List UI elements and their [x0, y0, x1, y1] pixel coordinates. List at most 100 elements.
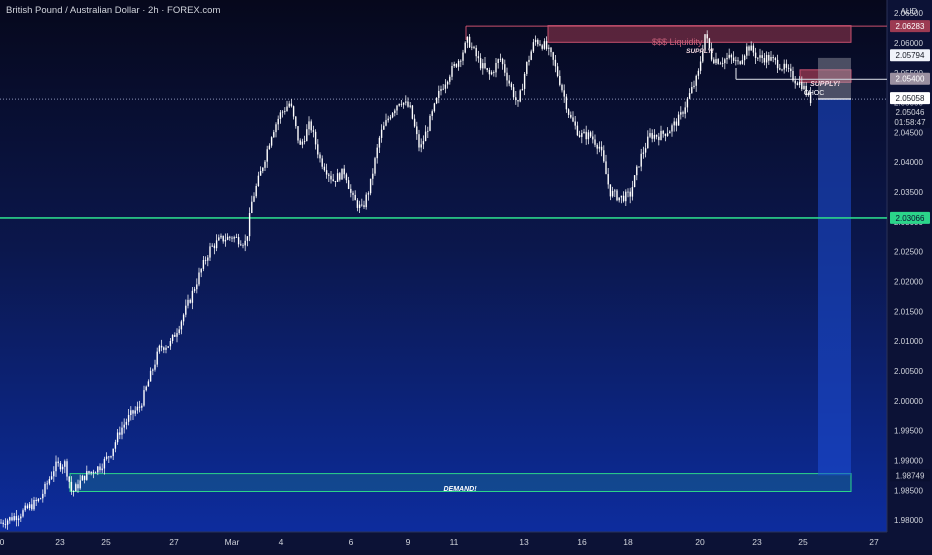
candle-body — [145, 386, 147, 391]
candle-body — [171, 334, 174, 341]
time-axis-panel[interactable] — [0, 532, 932, 550]
candle-body — [358, 204, 361, 208]
candle-body — [149, 370, 152, 382]
price-label: 2.06283 — [896, 22, 925, 31]
candle-body — [545, 41, 548, 49]
candle-body — [699, 61, 702, 71]
candle-body — [409, 105, 411, 107]
candle-body — [310, 121, 312, 131]
x-tick-label: 23 — [752, 537, 762, 547]
liquidity-label: $$$ Liquidity — [652, 37, 703, 47]
candle-body — [229, 236, 231, 238]
supply-label-small: SUPPLY! — [810, 81, 840, 88]
y-tick-label: 2.00000 — [894, 397, 923, 406]
candle-body — [457, 60, 460, 67]
candle-body — [482, 63, 484, 69]
candle-body — [312, 130, 315, 132]
candle-body — [341, 168, 343, 180]
candle-body — [50, 476, 53, 480]
candle-body — [213, 245, 216, 249]
candle-body — [750, 45, 752, 51]
candle-body — [424, 131, 427, 142]
candle-body — [530, 51, 532, 60]
candle-body — [798, 81, 801, 85]
candle-body — [506, 72, 508, 81]
price-axis-panel[interactable] — [887, 0, 932, 532]
candle-body — [743, 55, 746, 61]
candle-body — [807, 92, 810, 95]
candle-body — [218, 237, 220, 241]
demand-zone[interactable] — [69, 473, 852, 493]
candle-body — [704, 34, 706, 51]
y-tick-label: 1.98500 — [894, 486, 923, 495]
candle-body — [440, 89, 442, 91]
candle-body — [642, 152, 645, 154]
candle-body — [416, 126, 418, 135]
candle-body — [154, 364, 156, 370]
stop-loss-area[interactable] — [818, 57, 851, 100]
candle-body — [754, 52, 757, 58]
candle-body — [589, 132, 592, 137]
candle-body — [88, 471, 90, 473]
candles-layer — [0, 30, 812, 530]
candle-body — [112, 448, 114, 457]
candle-body — [20, 516, 22, 519]
candle-body — [737, 60, 739, 62]
candle-body — [792, 71, 794, 81]
candle-body — [675, 121, 678, 126]
candle-body — [611, 191, 614, 197]
candle-body — [308, 121, 310, 130]
candle-body — [695, 75, 697, 86]
candle-body — [37, 498, 40, 501]
candle-body — [666, 133, 669, 136]
candle-body — [708, 38, 711, 49]
candle-body — [196, 284, 198, 290]
short-target-box[interactable] — [818, 99, 851, 476]
candle-body — [22, 510, 24, 517]
candle-body — [554, 59, 557, 67]
price-label: 2.05058 — [896, 94, 925, 103]
candle-body — [6, 520, 9, 525]
candle-body — [801, 81, 803, 90]
axis-currency[interactable]: AUD — [901, 7, 918, 16]
candle-body — [559, 76, 561, 85]
candle-body — [422, 141, 425, 145]
candle-body — [246, 236, 249, 241]
candle-body — [383, 125, 385, 130]
candle-body — [224, 239, 227, 242]
candle-body — [46, 483, 48, 485]
candle-body — [435, 97, 438, 104]
candle-body — [658, 136, 660, 141]
candle-body — [110, 456, 112, 458]
candle-body — [394, 110, 396, 114]
candle-body — [567, 109, 570, 115]
candle-body — [618, 197, 620, 201]
candle-body — [598, 146, 601, 149]
candle-body — [143, 390, 145, 406]
candle-body — [398, 103, 400, 106]
candle-body — [44, 483, 46, 494]
candle-body — [429, 115, 431, 131]
candle-body — [427, 130, 429, 132]
candle-body — [442, 88, 444, 90]
zones-layer — [69, 25, 852, 493]
candle-body — [710, 48, 713, 60]
candle-body — [103, 458, 106, 469]
countdown-label: 01:58:47 — [894, 118, 926, 127]
candle-body — [279, 112, 282, 119]
x-tick-label: 27 — [869, 537, 879, 547]
candle-body — [528, 59, 530, 62]
candle-body — [438, 90, 440, 98]
candle-body — [28, 504, 31, 509]
candle-body — [418, 134, 420, 148]
candle-body — [79, 480, 81, 489]
candle-body — [805, 85, 807, 95]
candle-body — [803, 85, 805, 90]
candle-body — [319, 154, 321, 159]
candle-body — [759, 55, 761, 58]
candle-body — [242, 245, 244, 247]
candle-body — [688, 93, 691, 99]
candle-body — [583, 131, 585, 134]
price-label-bg — [890, 20, 930, 33]
